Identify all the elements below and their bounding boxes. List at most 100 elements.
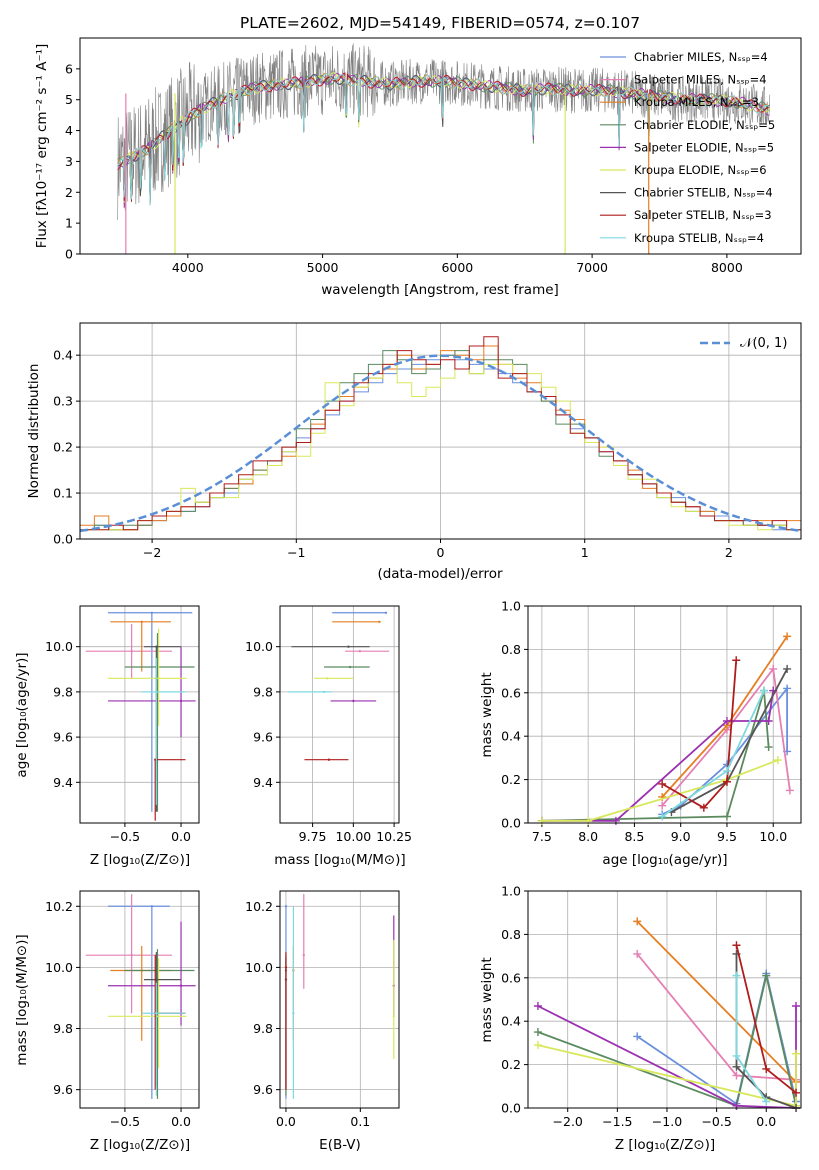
data-point (292, 1012, 295, 1015)
y-tick-label: 10.0 (245, 639, 273, 654)
plus-marker (722, 777, 731, 786)
normal-curve (80, 354, 801, 533)
age-mass-xlabel: mass [log₁₀(M/M⊙)] (274, 852, 405, 868)
y-tick-label: 6 (65, 61, 73, 76)
histogram-ylabel: Normed distribution (26, 364, 42, 499)
y-tick-label: 5 (65, 92, 73, 107)
mass-weight-line (661, 660, 738, 809)
x-tick-label: 0.0 (756, 1114, 776, 1129)
plus-marker (722, 717, 731, 726)
legend-label: Kroupa ELODIE, Nₛₛₚ=6 (634, 163, 767, 177)
age-mass-plot-area: 9.75 10.00 10.25 9.4 9.6 9.8 10.0 (245, 606, 412, 844)
plus-marker (773, 756, 782, 765)
x-tick-label: −1.5 (602, 1114, 632, 1129)
mass-vs-ebv-panel: 0.0 0.1 9.6 9.8 10.0 10.2 E(B-V) (245, 890, 400, 1153)
plus-marker (732, 1071, 741, 1080)
y-tick-label: 10.2 (45, 899, 73, 914)
spectrum-legend: Chabrier MILES, Nₛₛₚ=4 Salpeter MILES, Nₛ… (600, 50, 775, 245)
plus-marker (783, 684, 792, 693)
x-tick-label: −2.0 (553, 1114, 583, 1129)
legend-label: Salpeter MILES, Nₛₛₚ=4 (634, 73, 767, 87)
x-tick-label: 10.00 (335, 829, 371, 844)
y-tick-label: 9.4 (253, 775, 273, 790)
y-tick-label: 3 (65, 154, 73, 169)
data-point (384, 611, 388, 614)
data-point (358, 650, 362, 653)
x-tick-label: 10.0 (759, 829, 787, 844)
x-tick-label: 10.25 (376, 829, 412, 844)
age-z-ylabel: age [log₁₀(age/yr)] (14, 652, 30, 777)
plus-marker (584, 816, 593, 825)
y-tick-label: 0 (65, 247, 73, 262)
y-tick-label: 0.3 (53, 394, 73, 409)
plus-marker (759, 686, 768, 695)
y-tick-label: 9.8 (253, 684, 273, 699)
mass-weight-line (541, 690, 775, 822)
plus-marker (785, 786, 794, 795)
plus-marker (792, 1049, 801, 1058)
y-tick-label: 1 (65, 216, 73, 231)
mass-z-xlabel: Z [log₁₀(Z/Z⊙)] (90, 1137, 190, 1153)
plus-marker (762, 971, 771, 980)
mass-ebv-plot-area: 0.0 0.1 9.6 9.8 10.0 10.2 (245, 891, 399, 1129)
y-tick-label: 10.0 (245, 960, 273, 975)
age-mass-axes-frame (279, 605, 400, 824)
spectrum-ylabel: Flux [fλ10⁻¹⁷ erg cm⁻² s⁻¹ A⁻¹] (34, 44, 50, 249)
data-point (348, 665, 352, 669)
data-point (155, 1012, 158, 1015)
x-tick-label: 0.1 (350, 1114, 370, 1129)
spectrum-xlabel: wavelength [Angstrom, rest frame] (321, 282, 559, 298)
mass-weight-vs-metallicity-panel: −2.0 −1.5 −1.0 −0.5 0.0 0.0 0.2 0.4 0.6 0.8 1.0 Z … (479, 884, 802, 1153)
data-point (157, 677, 160, 680)
plus-marker (762, 1064, 771, 1073)
histogram-legend: 𝒩(0, 1) (700, 336, 787, 351)
age-z-plot-area: −0.5 0.0 9.4 9.6 9.8 10.0 (45, 606, 199, 844)
histogram-series (80, 363, 801, 531)
x-tick-label: −2 (143, 545, 161, 560)
y-tick-label: 9.6 (53, 1082, 73, 1097)
spectrum-traces (117, 43, 771, 254)
model-fit-line (117, 73, 770, 206)
y-tick-label: 10.2 (245, 899, 273, 914)
x-tick-label: 7000 (576, 260, 608, 275)
x-tick-label: −0.5 (701, 1114, 731, 1129)
y-tick-label: 9.8 (53, 1021, 73, 1036)
figure-title: PLATE=2602, MJD=54149, FIBERID=0574, z=0… (240, 14, 640, 32)
mass-z-plot-area: −0.5 0.0 9.6 9.8 10.0 10.2 (45, 891, 199, 1129)
y-tick-label: 0.0 (501, 816, 521, 831)
mass-z-axes-frame (79, 890, 200, 1109)
age-vs-metallicity-panel: −0.5 0.0 9.4 9.6 9.8 10.0 Z [log₁₀(Z/Z⊙)] age… (14, 605, 200, 868)
y-tick-label: 0.0 (501, 1101, 521, 1116)
plus-marker (537, 816, 546, 825)
age-z-xlabel: Z [log₁₀(Z/Z⊙)] (90, 852, 190, 868)
plus-marker (792, 1088, 801, 1097)
data-point (140, 620, 143, 624)
data-point (327, 758, 331, 761)
data-point (179, 699, 183, 703)
data-point (326, 677, 329, 680)
x-tick-label: −0.5 (110, 829, 140, 844)
plus-marker (658, 812, 667, 821)
x-tick-label: 8.5 (624, 829, 644, 844)
legend-normal-label: 𝒩(0, 1) (740, 336, 787, 351)
x-tick-label: 0 (437, 545, 445, 560)
plus-marker (633, 1032, 642, 1041)
plus-marker (658, 779, 667, 788)
x-tick-label: 0.0 (171, 829, 191, 844)
data-point (284, 966, 288, 969)
data-point (392, 1015, 395, 1018)
y-tick-label: 1.0 (501, 599, 521, 614)
plus-marker (762, 1097, 771, 1106)
data-point (352, 699, 355, 703)
plus-marker (699, 803, 708, 812)
x-tick-label: 0.0 (276, 1114, 296, 1129)
mw-z-ylabel: mass weight (479, 957, 495, 1042)
mw-age-ylabel: mass weight (479, 672, 495, 757)
plus-marker (658, 801, 667, 810)
data-point (179, 984, 183, 987)
y-tick-label: 0.1 (53, 486, 73, 501)
mass-weight-line (661, 666, 791, 807)
x-tick-label: −0.5 (110, 1114, 140, 1129)
histogram-xlabel: (data-model)/error (377, 566, 503, 582)
data-point (150, 905, 154, 908)
